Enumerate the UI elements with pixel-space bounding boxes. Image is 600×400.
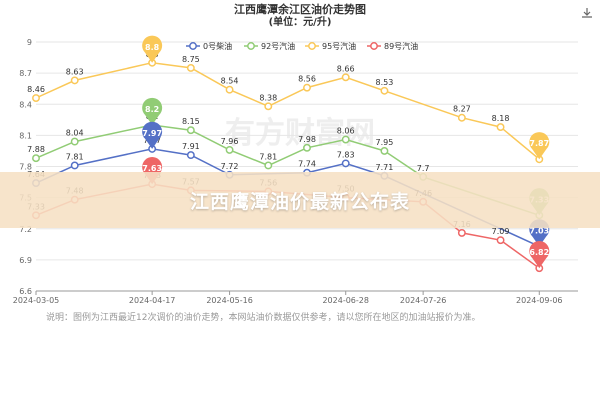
data-point — [186, 126, 195, 135]
y-tick-label: 8.1 — [19, 131, 32, 140]
data-label: 7.72 — [221, 162, 239, 171]
data-label: 7.71 — [376, 163, 394, 172]
marker-pin — [142, 156, 163, 185]
x-tick-label: 2024-05-16 — [206, 296, 253, 305]
data-label: 8.63 — [66, 67, 84, 76]
marker-pin — [142, 121, 163, 149]
data-label: 8.53 — [376, 78, 394, 87]
legend-label: 92号汽油 — [261, 41, 295, 51]
download-icon[interactable] — [580, 6, 594, 20]
data-label: 7.98 — [298, 135, 316, 144]
y-tick-label: 6.9 — [19, 256, 32, 265]
y-tick-label: 7.2 — [19, 225, 32, 234]
legend-label: 89号汽油 — [384, 41, 418, 51]
data-point — [70, 76, 79, 85]
legend-label: 0号柴油 — [203, 41, 232, 51]
legend-swatch-marker — [370, 42, 378, 50]
data-label: 7.7 — [417, 164, 430, 173]
data-point — [380, 146, 389, 155]
y-tick-label: 6.6 — [19, 287, 32, 296]
data-point — [380, 86, 389, 95]
x-tick-label: 2024-06-28 — [322, 296, 369, 305]
marker-pin — [529, 132, 550, 160]
data-point — [186, 63, 195, 72]
series-points — [32, 58, 544, 273]
data-point — [341, 135, 350, 144]
marker-pin-label: 7.97 — [142, 129, 162, 138]
data-point — [186, 151, 195, 160]
data-point — [341, 159, 350, 168]
data-label: 7.09 — [492, 227, 510, 236]
marker-pin-label: 7.87 — [529, 139, 549, 148]
data-point — [303, 83, 311, 92]
data-label: 7.91 — [182, 142, 200, 151]
data-point — [70, 137, 79, 146]
banner-title: 江西鹰潭油价最新公布表 — [189, 190, 410, 213]
data-label: 8.46 — [27, 85, 45, 94]
series-line — [35, 61, 540, 160]
data-point — [457, 113, 466, 122]
marker-pin — [142, 35, 163, 63]
data-label: 8.27 — [453, 105, 471, 114]
data-label: 8.75 — [182, 55, 200, 64]
data-label: 8.06 — [337, 127, 355, 136]
legend-swatch-marker — [189, 42, 197, 50]
data-label: 7.81 — [66, 152, 84, 161]
data-point — [225, 145, 234, 154]
data-label: 7.74 — [298, 160, 316, 169]
marker-pin-label: 8.8 — [145, 43, 160, 52]
data-label: 7.96 — [221, 137, 239, 146]
y-tick-label: 8.7 — [19, 69, 32, 78]
data-label: 8.18 — [492, 114, 510, 123]
data-label: 8.38 — [259, 93, 277, 102]
data-point — [496, 236, 505, 245]
x-axis: 2024-03-05 2024-04-17 2024-05-16 2024-06-28… — [13, 290, 578, 305]
marker-pin — [142, 97, 163, 125]
legend-label: 95号汽油 — [322, 41, 356, 51]
banner: 江西鹰潭油价最新公布表 — [0, 172, 600, 228]
x-tick-label: 2024-04-17 — [129, 296, 176, 305]
data-label: 7.83 — [337, 150, 355, 159]
data-point — [32, 154, 40, 163]
data-label: 7.88 — [27, 145, 45, 154]
data-label: 8.56 — [298, 75, 316, 84]
y-tick-label: 9 — [27, 38, 32, 47]
data-label: 8.66 — [337, 64, 355, 73]
x-tick-label: 2024-09-06 — [516, 296, 563, 305]
chart-note: 说明：图例为江西最近12次调价的油价走势，本网站油价数据仅供参考，请以您所在地区… — [46, 313, 481, 323]
watermark: 有方财富网 — [225, 116, 375, 151]
series-lines — [35, 61, 540, 269]
y-tick-label: 7.8 — [19, 163, 32, 172]
data-point — [32, 94, 40, 102]
marker-pin — [529, 241, 550, 269]
data-point — [457, 228, 466, 237]
data-point — [70, 161, 79, 170]
legend[interactable]: 0号柴油 92号汽油 95号汽油 89号汽油 — [186, 41, 418, 51]
marker-pin-label: 6.82 — [529, 248, 549, 257]
data-point — [264, 102, 273, 111]
data-point — [225, 85, 234, 94]
data-label: 8.04 — [66, 129, 84, 138]
y-axis: 6.66.97.27.57.88.18.48.79 — [19, 38, 32, 296]
data-label: 7.95 — [376, 138, 394, 147]
data-point — [341, 73, 350, 82]
y-tick-label: 8.4 — [19, 100, 32, 109]
chart-subtitle: (单位：元/升) — [269, 15, 332, 28]
data-label: 8.54 — [221, 77, 239, 86]
x-tick-label: 2024-07-26 — [400, 296, 447, 305]
marker-pin-label: 8.2 — [145, 105, 159, 114]
legend-swatch-marker — [247, 42, 255, 50]
chart-title: 江西鹰潭余江区油价走势图 — [234, 2, 366, 16]
data-label: 8.15 — [182, 117, 200, 126]
marker-pin-label: 7.03 — [529, 226, 549, 235]
data-point — [496, 123, 505, 132]
data-label: 7.81 — [259, 152, 277, 161]
marker-pin-label: 7.63 — [142, 164, 162, 173]
data-point — [264, 161, 273, 170]
data-point — [303, 143, 311, 152]
watermark-text: 有方财富网 — [225, 116, 375, 151]
x-tick-label: 2024-03-05 — [13, 296, 60, 305]
legend-swatch-marker — [308, 42, 316, 50]
